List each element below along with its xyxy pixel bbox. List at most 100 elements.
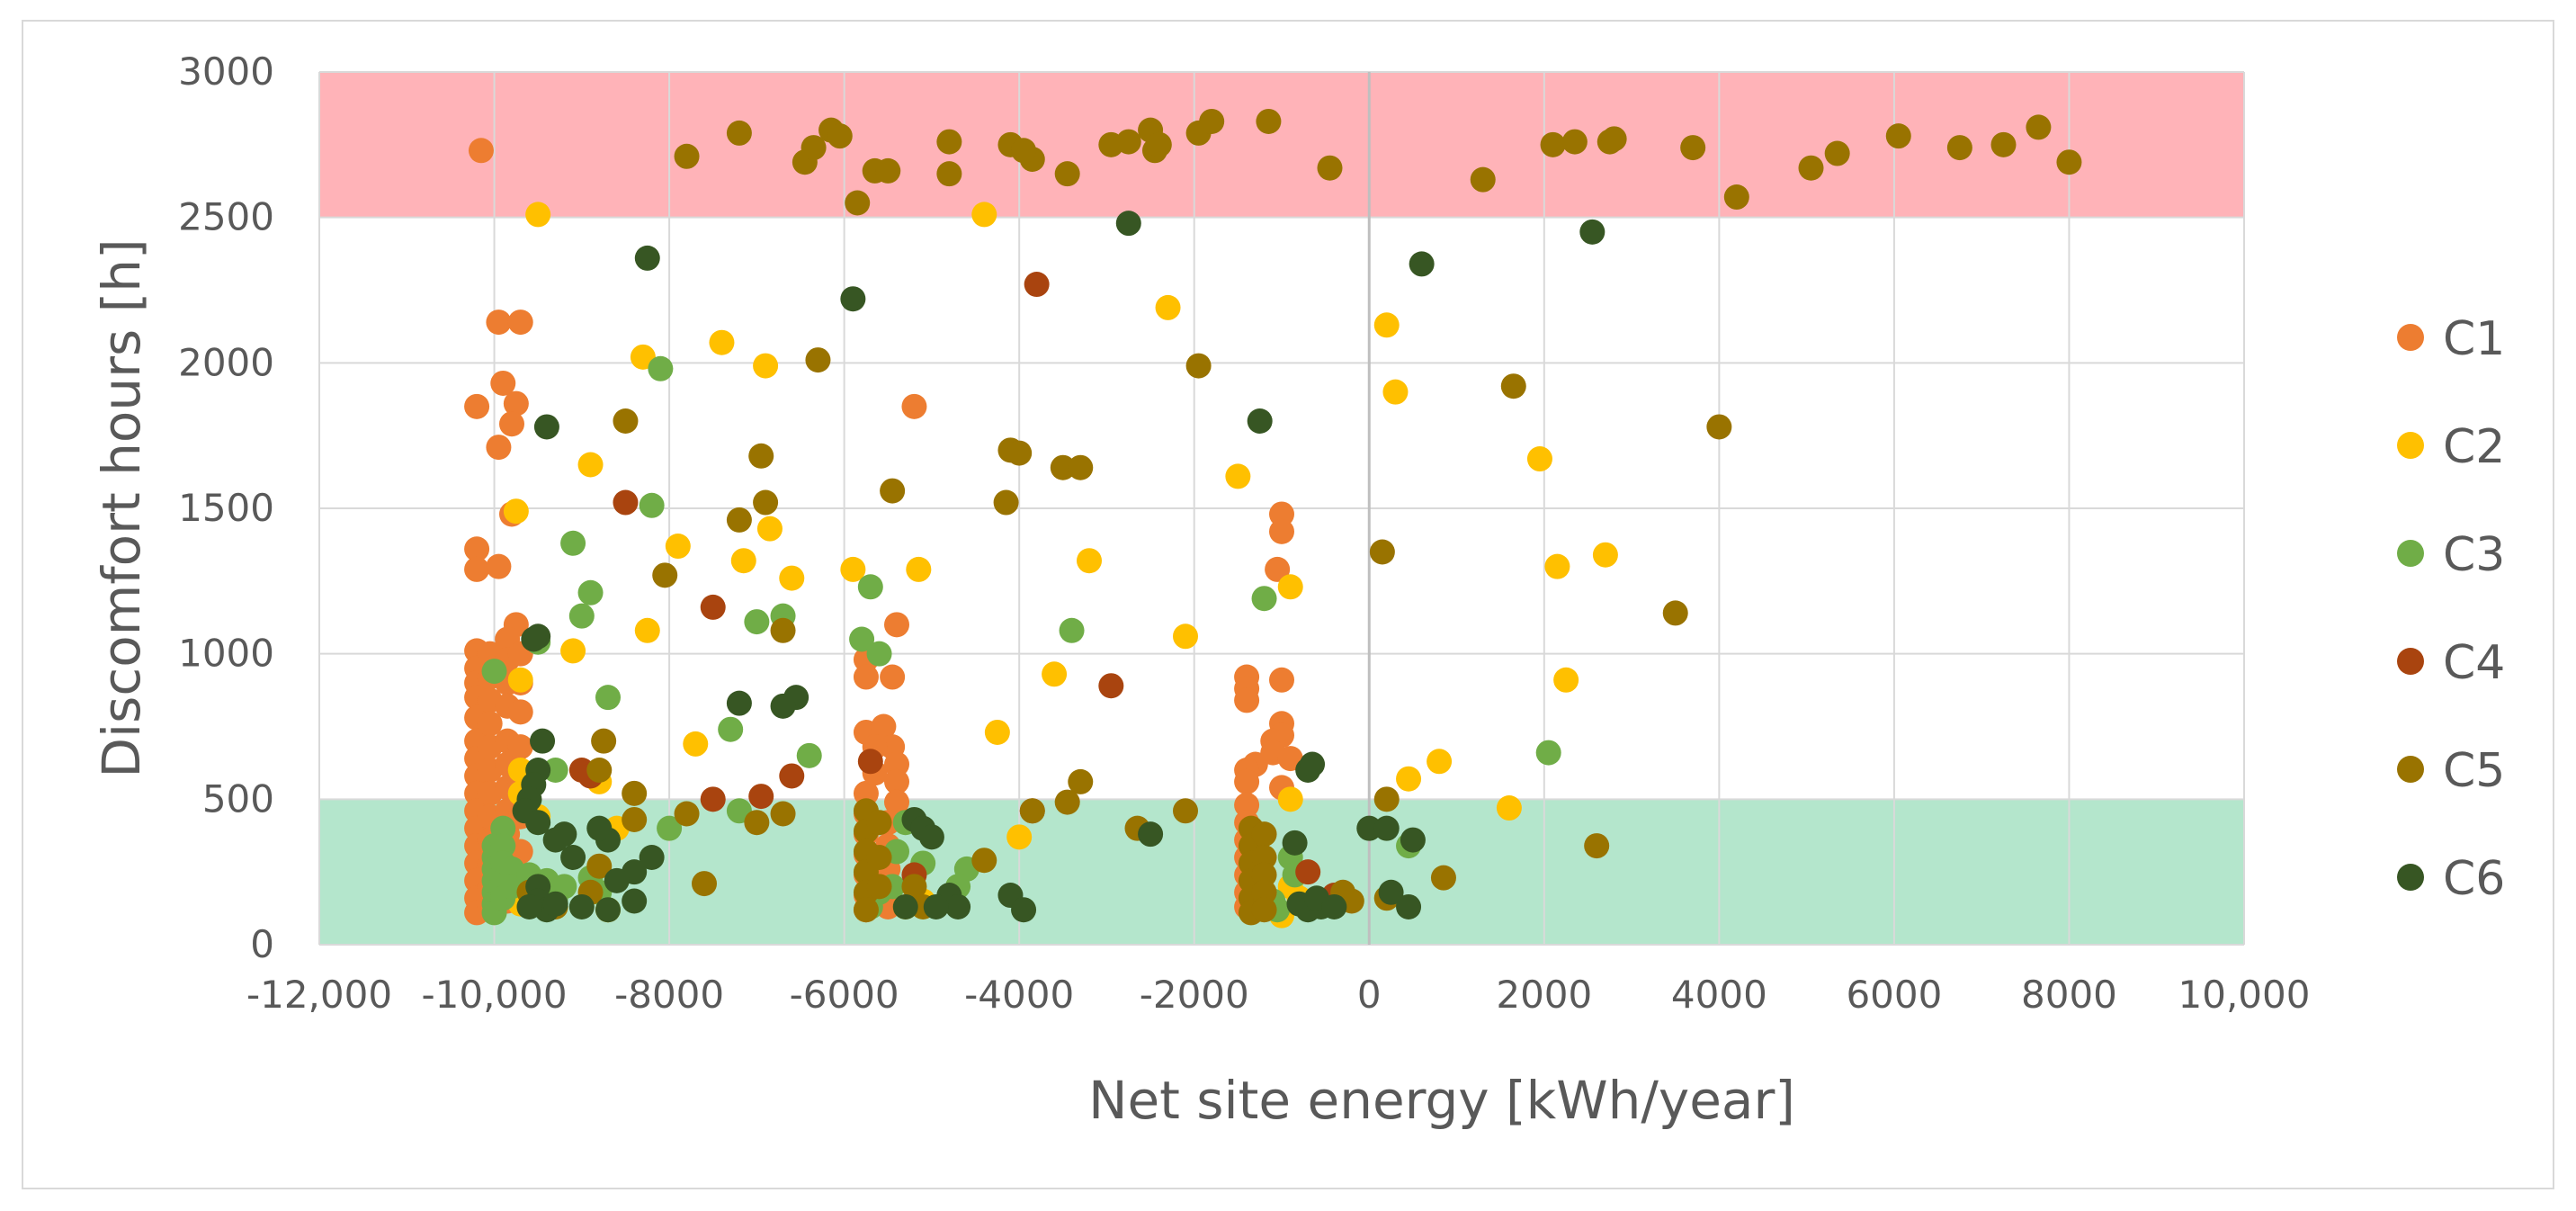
point-c3 (490, 815, 516, 841)
point-c5 (1054, 161, 1080, 187)
legend-marker-c1 (2397, 324, 2424, 351)
point-c5 (591, 728, 617, 754)
point-c5 (2026, 114, 2052, 140)
point-c5 (1185, 353, 1212, 379)
point-c6 (1579, 219, 1606, 245)
point-c1 (1234, 792, 1260, 818)
point-c2 (1526, 446, 1552, 472)
series-c2 (499, 202, 1618, 928)
point-c5 (1373, 786, 1400, 812)
point-c5 (1199, 108, 1225, 134)
y-tick-label: 3000 (178, 49, 274, 94)
point-c5 (1256, 108, 1282, 134)
x-tick-label: -10,000 (421, 973, 567, 1017)
point-c1 (853, 780, 879, 806)
point-c5 (1706, 414, 1732, 440)
point-c1 (884, 768, 909, 794)
x-tick-label: -4000 (964, 973, 1074, 1017)
point-c6 (1396, 893, 1422, 919)
point-c5 (1011, 138, 1037, 164)
point-c6 (1400, 827, 1426, 853)
point-c6 (521, 626, 547, 652)
point-c5 (1470, 166, 1496, 193)
y-tick-label: 1500 (178, 486, 274, 530)
point-c5 (1068, 454, 1094, 480)
data-points-layer (464, 108, 2082, 928)
point-c5 (770, 617, 796, 643)
point-c5 (1561, 129, 1588, 155)
point-c5 (1019, 798, 1045, 824)
point-c1 (884, 751, 909, 777)
point-c5 (674, 143, 700, 169)
point-c2 (525, 202, 551, 228)
point-c1 (486, 309, 512, 336)
point-c5 (1251, 879, 1277, 905)
legend-label-c2: C2 (2443, 420, 2505, 474)
point-c1 (1265, 556, 1291, 582)
point-c3 (560, 530, 586, 556)
point-c3 (796, 742, 822, 768)
point-c2 (1042, 661, 1068, 687)
y-tick-labels: 0 500 1000 1500 2000 2500 3000 (178, 49, 274, 966)
point-c1 (853, 664, 879, 690)
point-c1 (880, 664, 906, 690)
point-c5 (753, 489, 779, 516)
point-c5 (1680, 135, 1706, 161)
legend-label-c5: C5 (2443, 744, 2505, 798)
point-c2 (577, 452, 604, 478)
point-c5 (866, 845, 892, 870)
point-c3 (1535, 740, 1561, 766)
point-c5 (1115, 129, 1141, 155)
point-c5 (1173, 798, 1198, 824)
point-c6 (1138, 821, 1164, 848)
point-c6 (1356, 815, 1382, 841)
point-c6 (945, 893, 971, 919)
point-c5 (875, 157, 901, 184)
x-tick-label: 0 (1357, 973, 1382, 1017)
point-c6 (1300, 751, 1326, 777)
point-c5 (845, 190, 871, 216)
point-c2 (730, 548, 756, 574)
point-c2 (1277, 786, 1303, 812)
point-c5 (586, 758, 613, 783)
series-c6 (512, 211, 1606, 923)
point-c1 (464, 536, 490, 562)
point-c6 (595, 897, 621, 923)
point-c6 (1378, 879, 1404, 905)
point-c6 (542, 827, 568, 853)
point-c3 (1251, 586, 1277, 612)
point-c3 (718, 716, 744, 742)
point-c6 (770, 693, 796, 719)
point-c4 (1098, 673, 1124, 699)
point-c3 (1059, 617, 1085, 643)
point-c1 (503, 390, 529, 417)
point-c5 (853, 897, 879, 923)
point-c2 (1396, 766, 1422, 792)
point-c3 (481, 659, 507, 685)
point-c5 (1006, 440, 1033, 466)
point-c6 (892, 893, 918, 919)
point-c5 (1251, 821, 1277, 848)
point-c3 (639, 492, 665, 518)
point-c6 (1011, 897, 1037, 923)
y-tick-label: 500 (202, 776, 274, 821)
point-c5 (1824, 140, 1850, 166)
point-c5 (1500, 373, 1526, 399)
point-c5 (1601, 126, 1627, 152)
x-tick-labels: -12,000 -10,000 -8000 -6000 -4000 -2000 0 2000 4… (246, 973, 2311, 1017)
legend-label-c4: C4 (2443, 636, 2505, 690)
point-c1 (884, 612, 909, 638)
point-c5 (1662, 600, 1688, 626)
x-axis-title: Net site energy [kWh/year] (1088, 1070, 1795, 1131)
point-c2 (709, 329, 735, 355)
point-c5 (1317, 155, 1343, 181)
point-c5 (936, 161, 962, 187)
point-c2 (779, 565, 805, 591)
point-c5 (613, 408, 639, 434)
point-c3 (866, 641, 892, 667)
point-c1 (1234, 687, 1260, 713)
point-c4 (748, 784, 774, 810)
point-c6 (622, 888, 648, 914)
point-c2 (1277, 574, 1303, 600)
